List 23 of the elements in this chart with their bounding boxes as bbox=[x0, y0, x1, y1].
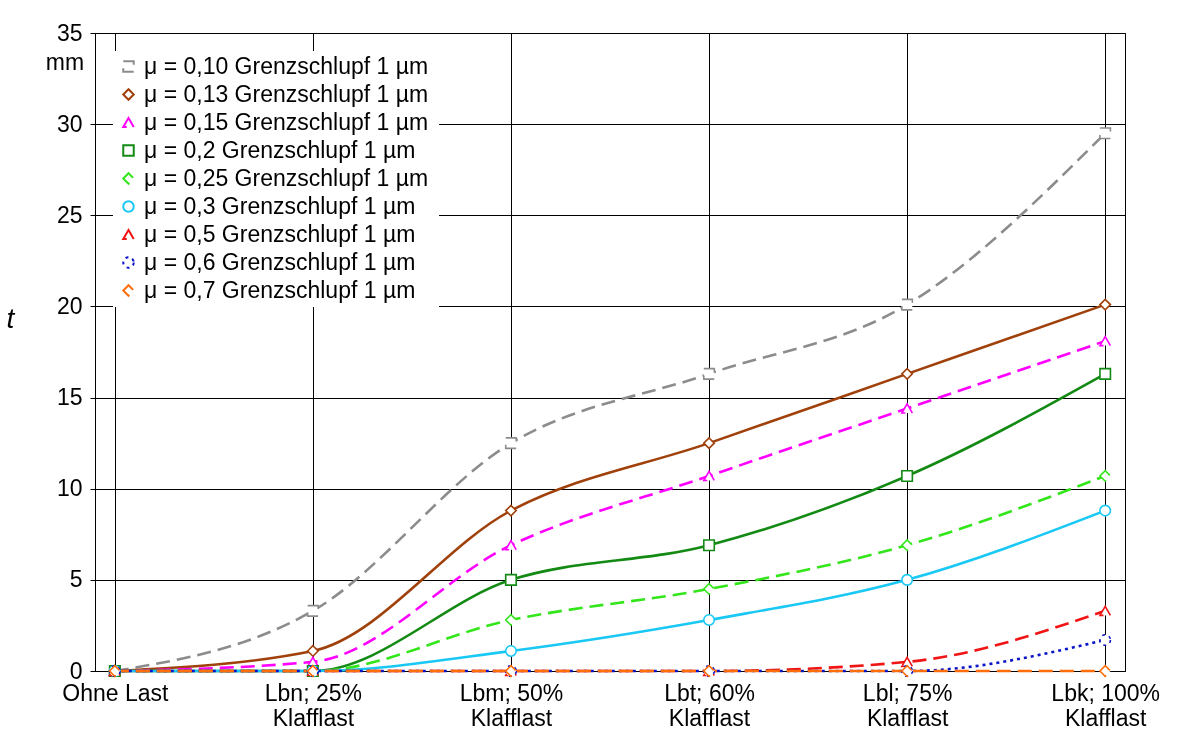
y-tick-label: 10 bbox=[56, 475, 83, 502]
y-tick-label: 15 bbox=[56, 384, 83, 411]
y-axis-title: t bbox=[6, 302, 16, 334]
y-tick-label: 5 bbox=[69, 566, 83, 593]
legend-label: μ = 0,5 Grenzschlupf 1 µm bbox=[144, 220, 416, 247]
x-tick-label: Lbt; 60% Klafflast bbox=[664, 679, 755, 731]
legend-label: μ = 0,15 Grenzschlupf 1 µm bbox=[144, 108, 429, 135]
legend-label: μ = 0,10 Grenzschlupf 1 µm bbox=[144, 52, 429, 79]
legend-label: μ = 0,6 Grenzschlupf 1 µm bbox=[144, 248, 416, 275]
legend-label: μ = 0,7 Grenzschlupf 1 µm bbox=[144, 276, 416, 303]
legend-label: μ = 0,25 Grenzschlupf 1 µm bbox=[144, 164, 429, 191]
legend-label: μ = 0,13 Grenzschlupf 1 µm bbox=[144, 80, 429, 107]
legend-label: μ = 0,3 Grenzschlupf 1 µm bbox=[144, 192, 416, 219]
y-tick-label: 35 bbox=[56, 19, 83, 46]
y-tick-label: 20 bbox=[56, 292, 83, 319]
x-tick-label: Lbk; 100% Klafflast bbox=[1051, 679, 1161, 731]
y-tick-label: 30 bbox=[56, 110, 83, 137]
text: mm bbox=[45, 49, 85, 75]
y-tick-label: 25 bbox=[56, 201, 83, 228]
x-tick-label: Lbl; 75% Klafflast bbox=[862, 679, 953, 731]
x-tick-label: Lbm; 50% Klafflast bbox=[459, 679, 564, 731]
legend-label: μ = 0,2 Grenzschlupf 1 µm bbox=[144, 136, 416, 163]
x-tick-label: Lbn; 25% Klafflast bbox=[264, 679, 362, 731]
